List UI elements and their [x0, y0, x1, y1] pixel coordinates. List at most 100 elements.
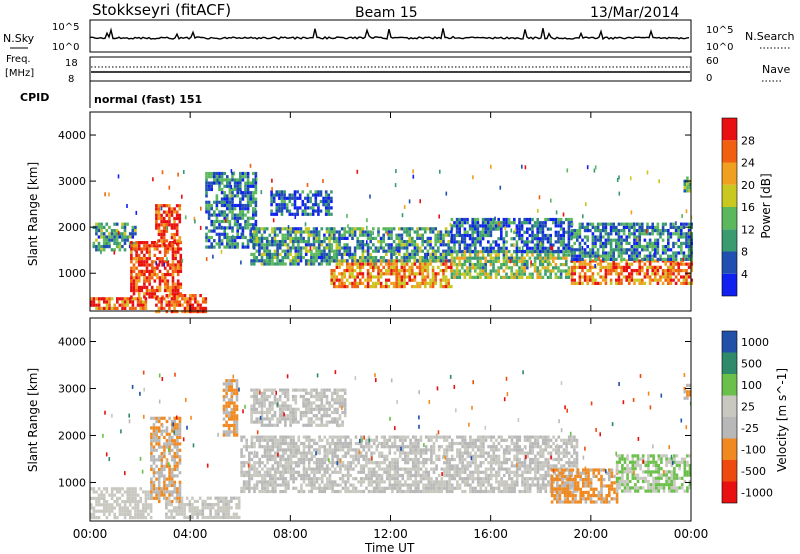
- power-speckle: [504, 226, 507, 231]
- power-cell: [343, 275, 346, 279]
- power-cell: [466, 249, 469, 254]
- power-cell: [210, 171, 213, 176]
- power-cell: [390, 272, 393, 276]
- power-cell: [487, 253, 490, 257]
- power-cell: [615, 262, 618, 266]
- power-cell: [353, 259, 357, 263]
- velocity-cell: [344, 451, 347, 455]
- power-cell: [400, 243, 404, 247]
- power-cell: [254, 219, 258, 224]
- power-cell: [294, 246, 298, 250]
- power-cell: [306, 199, 310, 204]
- power-cell: [453, 269, 456, 273]
- power-cell: [643, 262, 647, 266]
- power-cell: [265, 243, 269, 247]
- power-cell: [570, 232, 574, 236]
- power-cell: [377, 249, 380, 253]
- power-cell: [338, 272, 341, 276]
- power-cell: [672, 257, 675, 261]
- velocity-cell: [362, 445, 366, 449]
- power-cell: [502, 221, 506, 225]
- power-cell: [466, 233, 469, 238]
- power-cell: [330, 278, 333, 282]
- velocity-cell: [318, 438, 321, 442]
- power-cell: [92, 297, 96, 301]
- power-cell: [268, 256, 272, 260]
- velocity-cell: [307, 441, 311, 446]
- power-cell: [455, 256, 459, 260]
- power-cell: [421, 269, 424, 273]
- power-cell: [333, 227, 336, 231]
- velocity-cell: [110, 503, 114, 507]
- velocity-cell: [380, 489, 384, 494]
- power-cell: [437, 240, 440, 244]
- power-cell: [275, 203, 279, 207]
- power-cell: [150, 276, 154, 280]
- power-cell: [179, 253, 183, 257]
- velocity-cell: [176, 423, 179, 427]
- power-cell: [118, 235, 122, 239]
- power-speckle: [366, 218, 368, 223]
- power-cell: [661, 245, 665, 249]
- power-cell: [271, 252, 274, 256]
- power-cell: [161, 241, 164, 245]
- velocity-cell: [378, 464, 381, 468]
- power-cell: [171, 295, 175, 299]
- velocity-cell: [380, 480, 384, 484]
- velocity-cell: [318, 464, 321, 468]
- velocity-cell: [113, 493, 116, 497]
- power-colorbar-segment: [722, 273, 737, 296]
- power-cell: [570, 278, 574, 282]
- power-cell: [654, 272, 657, 276]
- power-cell: [502, 217, 506, 222]
- velocity-cell: [383, 470, 386, 474]
- velocity-cell: [108, 506, 111, 510]
- power-cell: [359, 246, 362, 250]
- power-cell: [207, 229, 211, 233]
- power-cell: [241, 245, 245, 249]
- power-cell: [174, 250, 177, 254]
- power-cell: [361, 243, 365, 247]
- power-cell: [622, 275, 626, 279]
- power-cell: [278, 196, 281, 200]
- velocity-cell: [292, 451, 295, 455]
- power-colorbar-tick: 4: [741, 268, 748, 281]
- velocity-cell: [90, 516, 93, 520]
- velocity-cell: [409, 489, 412, 494]
- power-cell: [385, 252, 388, 256]
- power-cell: [132, 285, 136, 289]
- velocity-cell: [281, 473, 285, 478]
- power-cell: [625, 269, 628, 273]
- power-cell: [284, 240, 287, 244]
- velocity-cell: [414, 448, 418, 452]
- power-cell: [429, 278, 432, 282]
- velocity-cell: [333, 461, 337, 465]
- power-cell: [270, 203, 273, 207]
- power-cell: [617, 278, 621, 282]
- power-speckle: [232, 234, 234, 239]
- velocity-cell: [300, 454, 303, 458]
- velocity-cell: [150, 467, 153, 472]
- power-cell: [324, 193, 328, 197]
- velocity-cell: [326, 480, 329, 484]
- velocity-cell: [248, 457, 251, 462]
- power-speckle: [346, 213, 348, 218]
- velocity-cell: [258, 441, 261, 446]
- power-cell: [372, 236, 375, 240]
- power-cell: [199, 310, 202, 314]
- power-cell: [179, 269, 183, 273]
- power-cell: [320, 243, 324, 247]
- power-cell: [468, 233, 472, 238]
- velocity-cell: [310, 467, 314, 471]
- power-cell: [241, 197, 245, 201]
- velocity-cell: [163, 490, 166, 494]
- power-cell: [599, 241, 602, 245]
- velocity-cell: [383, 454, 386, 458]
- power-cell: [429, 285, 432, 289]
- velocity-cell: [222, 411, 226, 415]
- power-cell: [596, 238, 600, 242]
- power-cell: [674, 251, 678, 255]
- velocity-cell: [302, 457, 306, 462]
- velocity-cell: [245, 445, 248, 449]
- power-cell: [567, 224, 571, 228]
